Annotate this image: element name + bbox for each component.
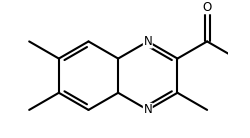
Text: O: O [202, 1, 212, 14]
Text: N: N [144, 35, 152, 48]
Text: N: N [144, 103, 152, 116]
